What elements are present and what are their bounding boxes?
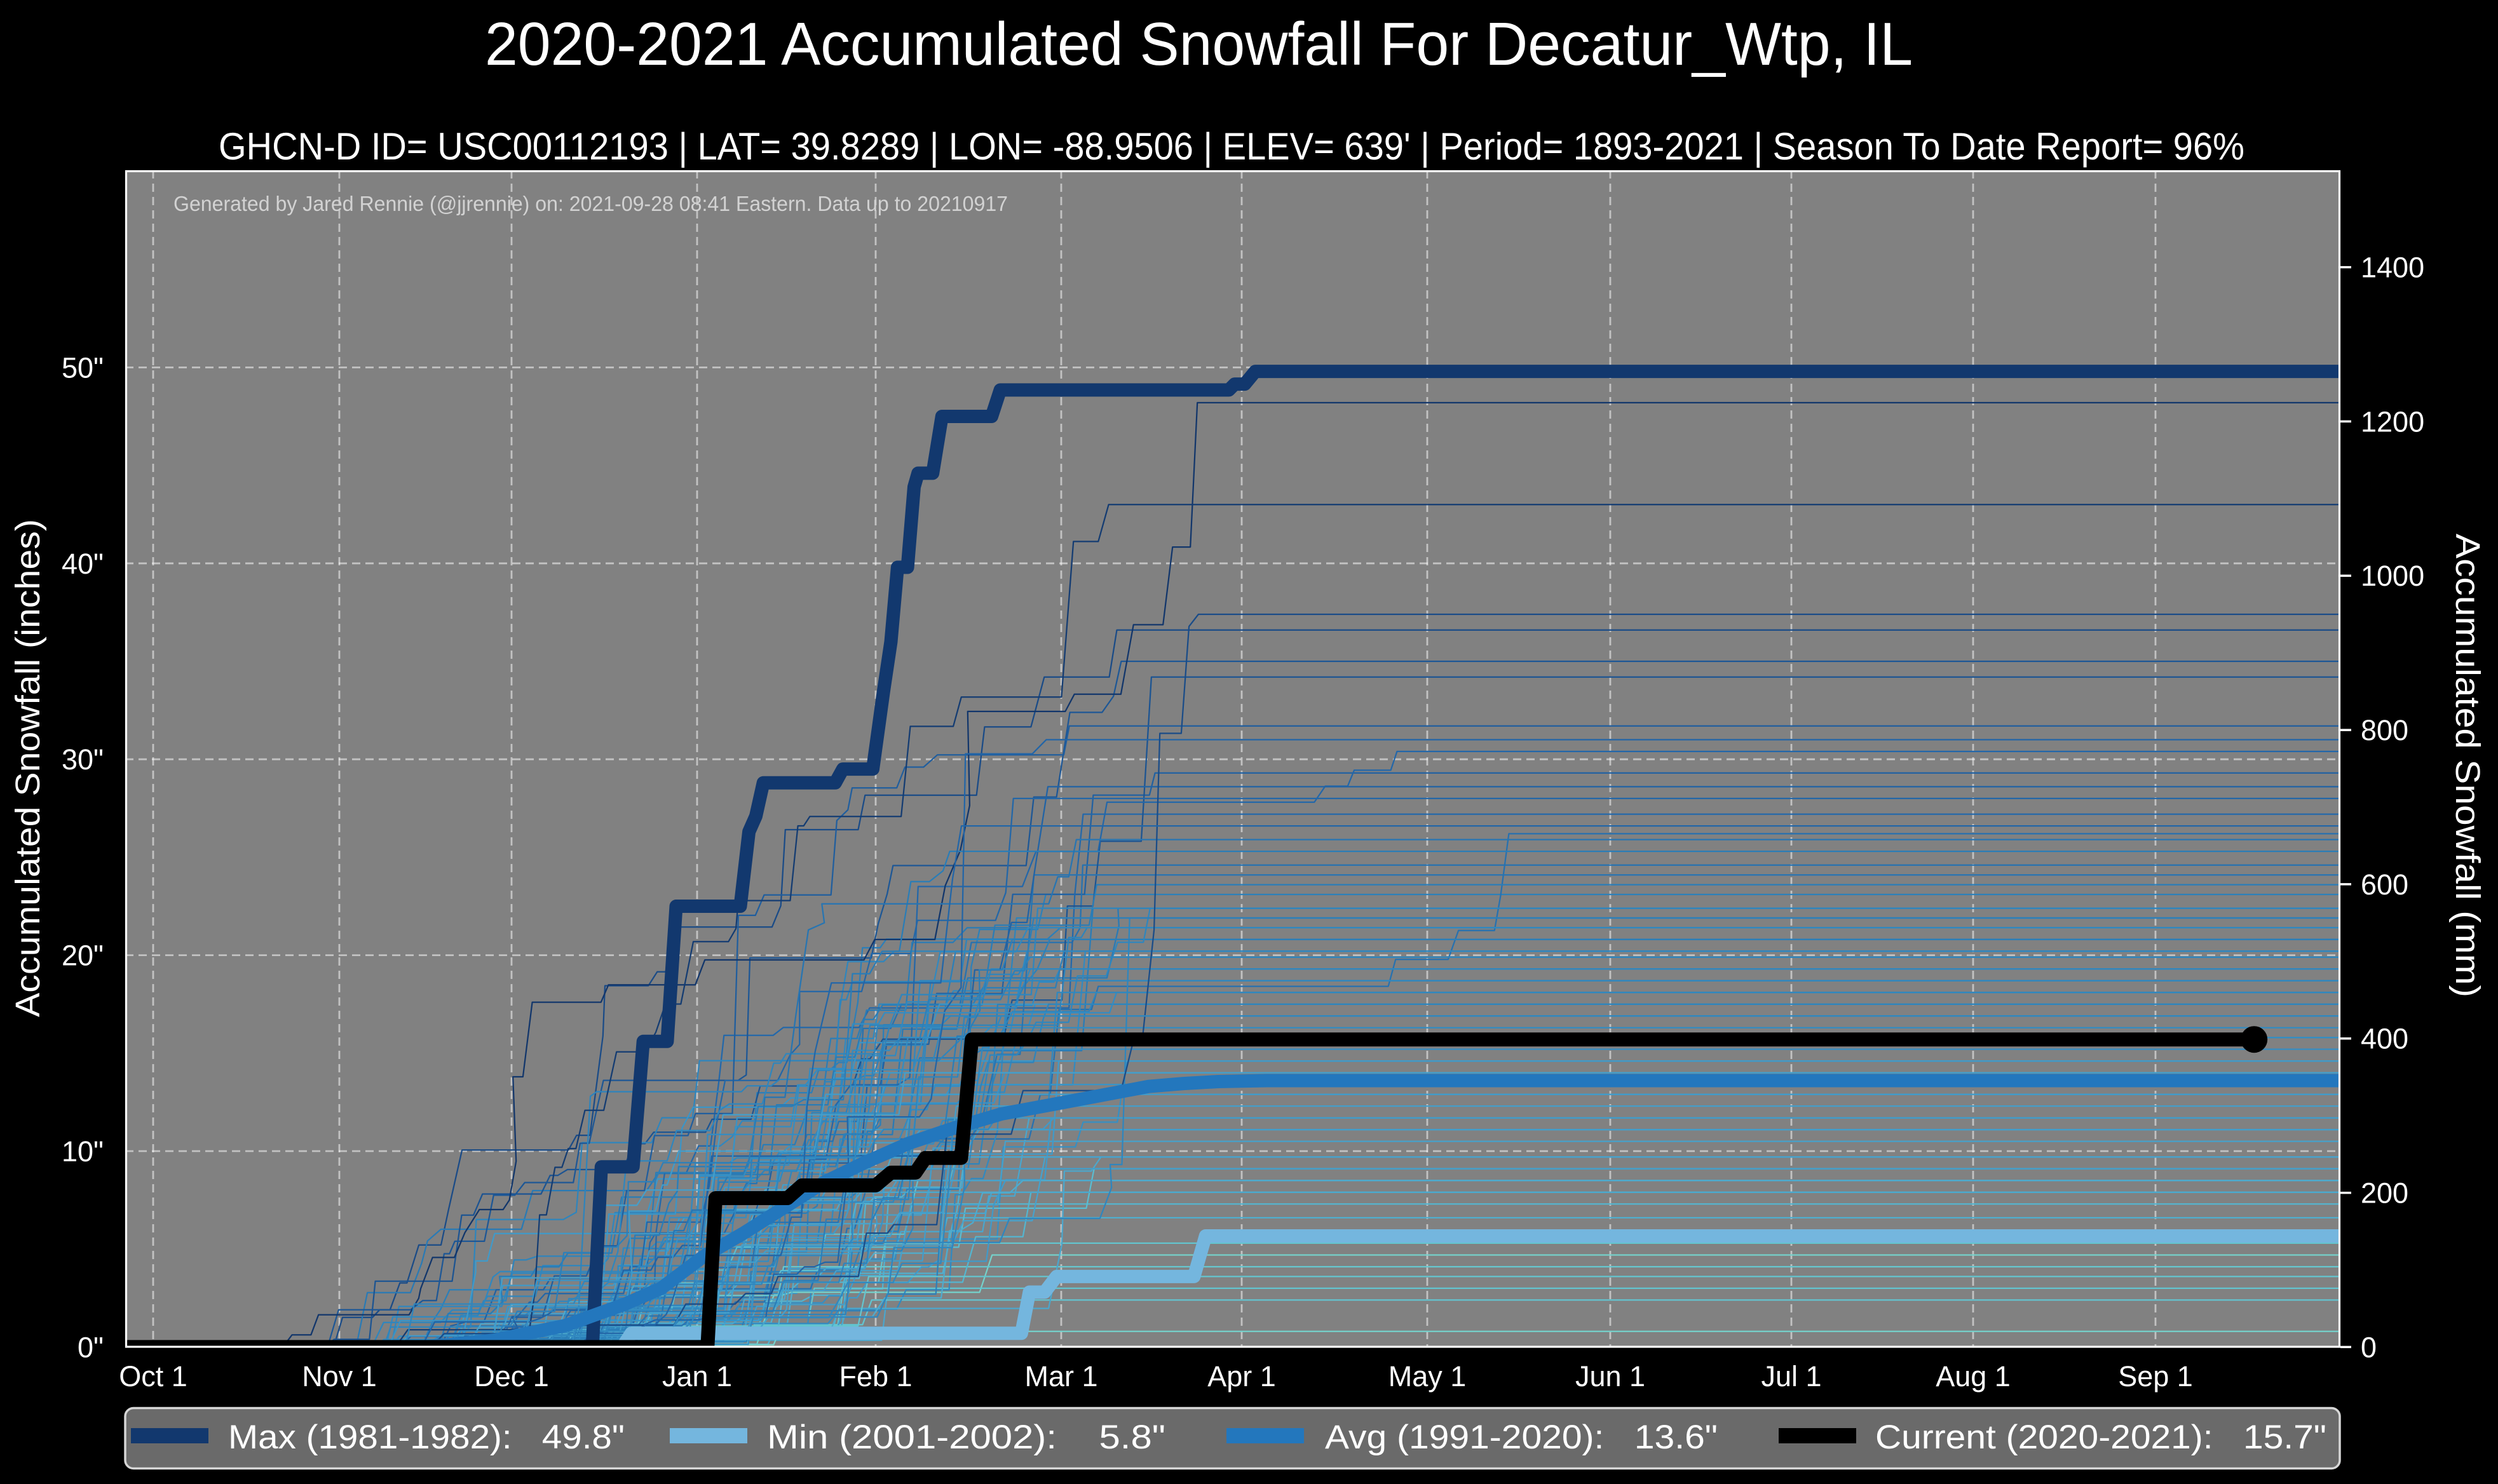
svg-text:May 1: May 1 bbox=[1388, 1360, 1467, 1393]
svg-text:Generated by Jared Rennie (@jj: Generated by Jared Rennie (@jjrennie) on… bbox=[173, 192, 1008, 215]
svg-text:1200: 1200 bbox=[2361, 405, 2424, 438]
svg-text:Sep 1: Sep 1 bbox=[2118, 1360, 2193, 1393]
svg-text:Feb 1: Feb 1 bbox=[839, 1360, 912, 1393]
svg-text:800: 800 bbox=[2361, 714, 2408, 746]
svg-text:Aug 1: Aug 1 bbox=[1936, 1360, 2011, 1393]
svg-text:Dec 1: Dec 1 bbox=[474, 1360, 549, 1393]
svg-text:20": 20" bbox=[62, 940, 104, 972]
svg-text:50": 50" bbox=[62, 351, 104, 384]
svg-text:Accumulated Snowfall (inches): Accumulated Snowfall (inches) bbox=[9, 519, 47, 1017]
svg-text:2020-2021 Accumulated Snowfall: 2020-2021 Accumulated Snowfall For Decat… bbox=[485, 10, 1913, 78]
svg-text:Avg (1991-2020): 13.6": Avg (1991-2020): 13.6" bbox=[1325, 1419, 1718, 1456]
svg-text:Nov 1: Nov 1 bbox=[302, 1360, 377, 1393]
svg-text:GHCN-D ID= USC00112193 | LAT=: GHCN-D ID= USC00112193 | LAT= 39.8289 | … bbox=[219, 125, 2244, 168]
svg-text:1400: 1400 bbox=[2361, 252, 2424, 284]
svg-text:0: 0 bbox=[2361, 1331, 2377, 1363]
svg-text:30": 30" bbox=[62, 743, 104, 776]
svg-text:200: 200 bbox=[2361, 1177, 2408, 1210]
svg-text:400: 400 bbox=[2361, 1023, 2408, 1055]
svg-text:40": 40" bbox=[62, 548, 104, 580]
svg-text:600: 600 bbox=[2361, 868, 2408, 901]
svg-text:10": 10" bbox=[62, 1135, 104, 1168]
svg-text:Apr 1: Apr 1 bbox=[1207, 1360, 1276, 1393]
svg-text:Jul 1: Jul 1 bbox=[1761, 1360, 1821, 1393]
svg-text:Mar 1: Mar 1 bbox=[1024, 1360, 1097, 1393]
svg-text:Jan 1: Jan 1 bbox=[662, 1360, 732, 1393]
svg-text:1000: 1000 bbox=[2361, 560, 2424, 592]
svg-text:Min (2001-2002): 5.8": Min (2001-2002): 5.8" bbox=[767, 1419, 1165, 1456]
svg-text:Jun 1: Jun 1 bbox=[1575, 1360, 1645, 1393]
svg-text:Max (1981-1982): 49.8": Max (1981-1982): 49.8" bbox=[228, 1419, 625, 1456]
svg-text:Current (2020-2021): 15.7": Current (2020-2021): 15.7" bbox=[1875, 1419, 2326, 1456]
svg-text:Oct 1: Oct 1 bbox=[119, 1360, 187, 1393]
svg-text:Accumulated Snowfall (mm): Accumulated Snowfall (mm) bbox=[2448, 534, 2487, 997]
svg-text:0": 0" bbox=[78, 1331, 104, 1363]
